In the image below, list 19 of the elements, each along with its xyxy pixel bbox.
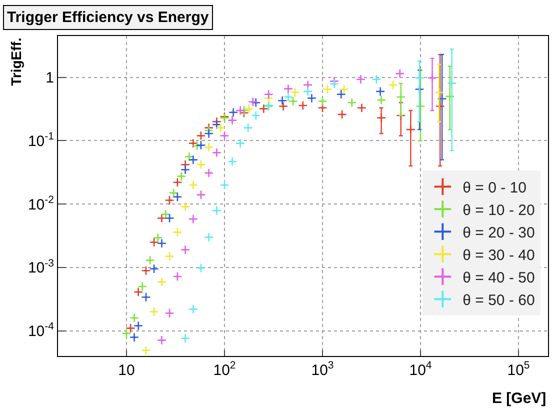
x-tick-label: 10$^{3}$ — [311, 360, 334, 379]
legend-label: θ = 0 - 10 — [462, 180, 526, 196]
x-tick-label: 10$^{4}$ — [409, 360, 432, 379]
x-tick-label: 10$^{5}$ — [507, 360, 530, 379]
legend-label: θ = 10 - 20 — [462, 202, 535, 219]
y-tick-label: 10$^{-1}$ — [28, 130, 54, 150]
chart-title: Trigger Efficiency vs Energy — [7, 9, 210, 26]
y-tick-label: 10$^{-3}$ — [28, 257, 54, 277]
y-tick-label: 1 — [46, 70, 54, 87]
x-tick-label: 10$^{2}$ — [213, 360, 236, 379]
x-axis-title: E [GeV] — [492, 390, 546, 407]
y-tick-label: 10$^{-4}$ — [28, 320, 54, 340]
y-tick-label: 10$^{-2}$ — [28, 194, 54, 214]
legend-label: θ = 50 - 60 — [462, 292, 535, 309]
x-tick-label: 10 — [118, 362, 135, 379]
legend-label: θ = 40 - 50 — [462, 270, 535, 286]
legend-label: θ = 30 - 40 — [462, 247, 535, 264]
y-axis-title: TrigEff. — [8, 38, 24, 86]
legend-label: θ = 20 - 30 — [462, 224, 535, 242]
